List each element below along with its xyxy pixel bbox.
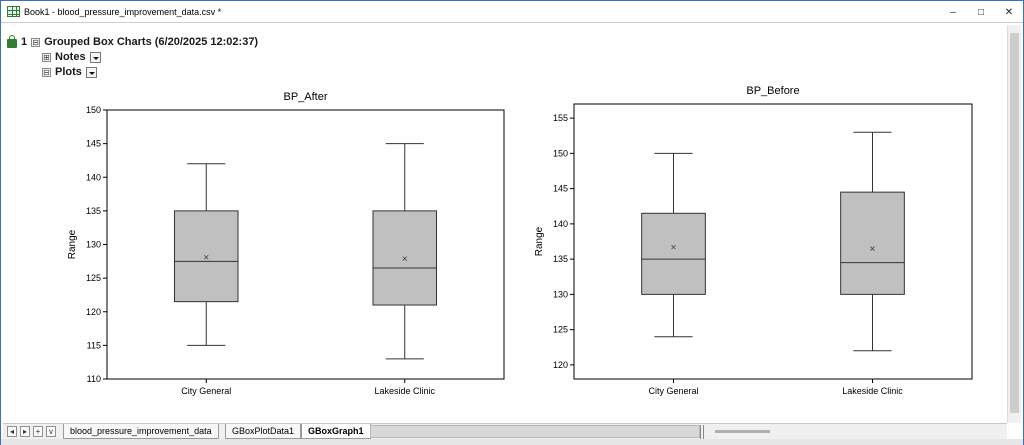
mean-marker bbox=[203, 254, 209, 260]
title-bar[interactable]: Book1 - blood_pressure_improvement_data.… bbox=[1, 1, 1023, 23]
maximize-button[interactable]: □ bbox=[977, 6, 985, 18]
y-tick-label: 115 bbox=[87, 340, 101, 350]
tab-splitter-handle[interactable] bbox=[700, 425, 704, 439]
collapse-icon[interactable]: ⊟ bbox=[42, 67, 51, 77]
chart-title: BP_After bbox=[283, 91, 327, 103]
next-sheet-button[interactable]: ▸ bbox=[20, 426, 30, 437]
chart-title: BP_Before bbox=[746, 85, 799, 97]
tree-plots-label: Plots bbox=[55, 66, 82, 78]
box-iqr bbox=[372, 210, 438, 306]
tree-root-row[interactable]: 1 ⊟ Grouped Box Charts (6/20/2025 12:02:… bbox=[7, 35, 259, 48]
lock-icon bbox=[7, 35, 17, 48]
y-tick-label: 150 bbox=[86, 105, 101, 115]
expand-icon[interactable]: ⊞ bbox=[42, 52, 51, 62]
x-tick-label: City General bbox=[648, 386, 698, 396]
first-sheet-button[interactable]: ◂ bbox=[7, 426, 17, 437]
y-axis-label: Range bbox=[67, 229, 78, 259]
box-iqr bbox=[641, 212, 706, 295]
window-bottom-border bbox=[1, 439, 1023, 445]
plots-dropdown-icon[interactable] bbox=[85, 66, 97, 78]
box-iqr bbox=[840, 191, 905, 295]
tab-data-sheet[interactable]: blood_pressure_improvement_data bbox=[63, 424, 219, 439]
tree-notes-row[interactable]: ⊞ Notes bbox=[42, 51, 101, 63]
y-tick-label: 125 bbox=[553, 325, 568, 335]
y-tick-label: 120 bbox=[86, 307, 101, 317]
window-title: Book1 - blood_pressure_improvement_data.… bbox=[24, 6, 222, 17]
close-button[interactable]: ✕ bbox=[1004, 6, 1014, 18]
horizontal-scroll-thumb[interactable] bbox=[715, 430, 770, 433]
y-axis-label: Range bbox=[534, 226, 545, 256]
y-tick-label: 150 bbox=[553, 148, 568, 158]
mean-marker bbox=[671, 244, 676, 250]
x-tick-label: City General bbox=[181, 386, 231, 396]
plot-frame bbox=[106, 109, 505, 380]
plot-frame bbox=[573, 103, 973, 380]
y-tick-label: 135 bbox=[553, 254, 568, 264]
vertical-scroll-thumb[interactable] bbox=[1010, 33, 1019, 413]
tab-gboxgraph1[interactable]: GBoxGraph1 bbox=[301, 424, 371, 439]
box-chart-2: BP_Before Range 120 125 130 135 140 145 150 155 Ci… bbox=[534, 85, 973, 396]
x-tick-label: Lakeside Clinic bbox=[842, 386, 903, 396]
box-chart-1: BP_After Range 110 115 120 125 130 135 140 145 150… bbox=[67, 91, 505, 396]
x-tick-label: Lakeside Clinic bbox=[374, 386, 435, 396]
sheet-list-button[interactable]: v bbox=[46, 426, 56, 437]
y-tick-label: 120 bbox=[553, 360, 568, 370]
workbook-icon bbox=[7, 6, 20, 17]
vertical-scrollbar[interactable] bbox=[1007, 25, 1021, 423]
collapse-icon[interactable]: ⊟ bbox=[31, 37, 41, 47]
box-iqr bbox=[173, 210, 239, 303]
notes-dropdown-icon[interactable] bbox=[89, 51, 101, 63]
tree-plots-row[interactable]: ⊟ Plots bbox=[42, 66, 97, 78]
y-tick-label: 130 bbox=[86, 240, 101, 250]
tree-notes-label: Notes bbox=[55, 51, 86, 63]
y-tick-label: 140 bbox=[86, 172, 101, 182]
y-tick-label: 155 bbox=[553, 113, 568, 123]
box-charts: BP_After Range 110 115 120 125 130 135 140 145 150… bbox=[67, 85, 973, 396]
y-tick-label: 130 bbox=[553, 289, 568, 299]
y-tick-label: 125 bbox=[86, 273, 101, 283]
y-tick-label: 140 bbox=[553, 219, 568, 229]
y-tick-label: 110 bbox=[87, 374, 101, 384]
add-sheet-button[interactable]: + bbox=[33, 426, 43, 437]
window-controls: – □ ✕ bbox=[939, 1, 1023, 23]
y-tick-label: 145 bbox=[553, 184, 568, 194]
tree-root-label: Grouped Box Charts (6/20/2025 12:02:37) bbox=[44, 36, 259, 48]
y-tick-label: 135 bbox=[86, 206, 101, 216]
mean-marker bbox=[402, 256, 408, 261]
tree-index: 1 bbox=[21, 36, 28, 48]
sheet-tab-bar: ◂ ▸ + v blood_pressure_improvement_data … bbox=[3, 423, 1007, 439]
minimize-button[interactable]: – bbox=[950, 6, 956, 18]
tab-gboxplotdata1[interactable]: GBoxPlotData1 bbox=[225, 424, 302, 439]
mean-marker bbox=[870, 246, 875, 251]
tab-bar-empty-area bbox=[370, 425, 700, 438]
y-tick-label: 145 bbox=[86, 139, 101, 149]
